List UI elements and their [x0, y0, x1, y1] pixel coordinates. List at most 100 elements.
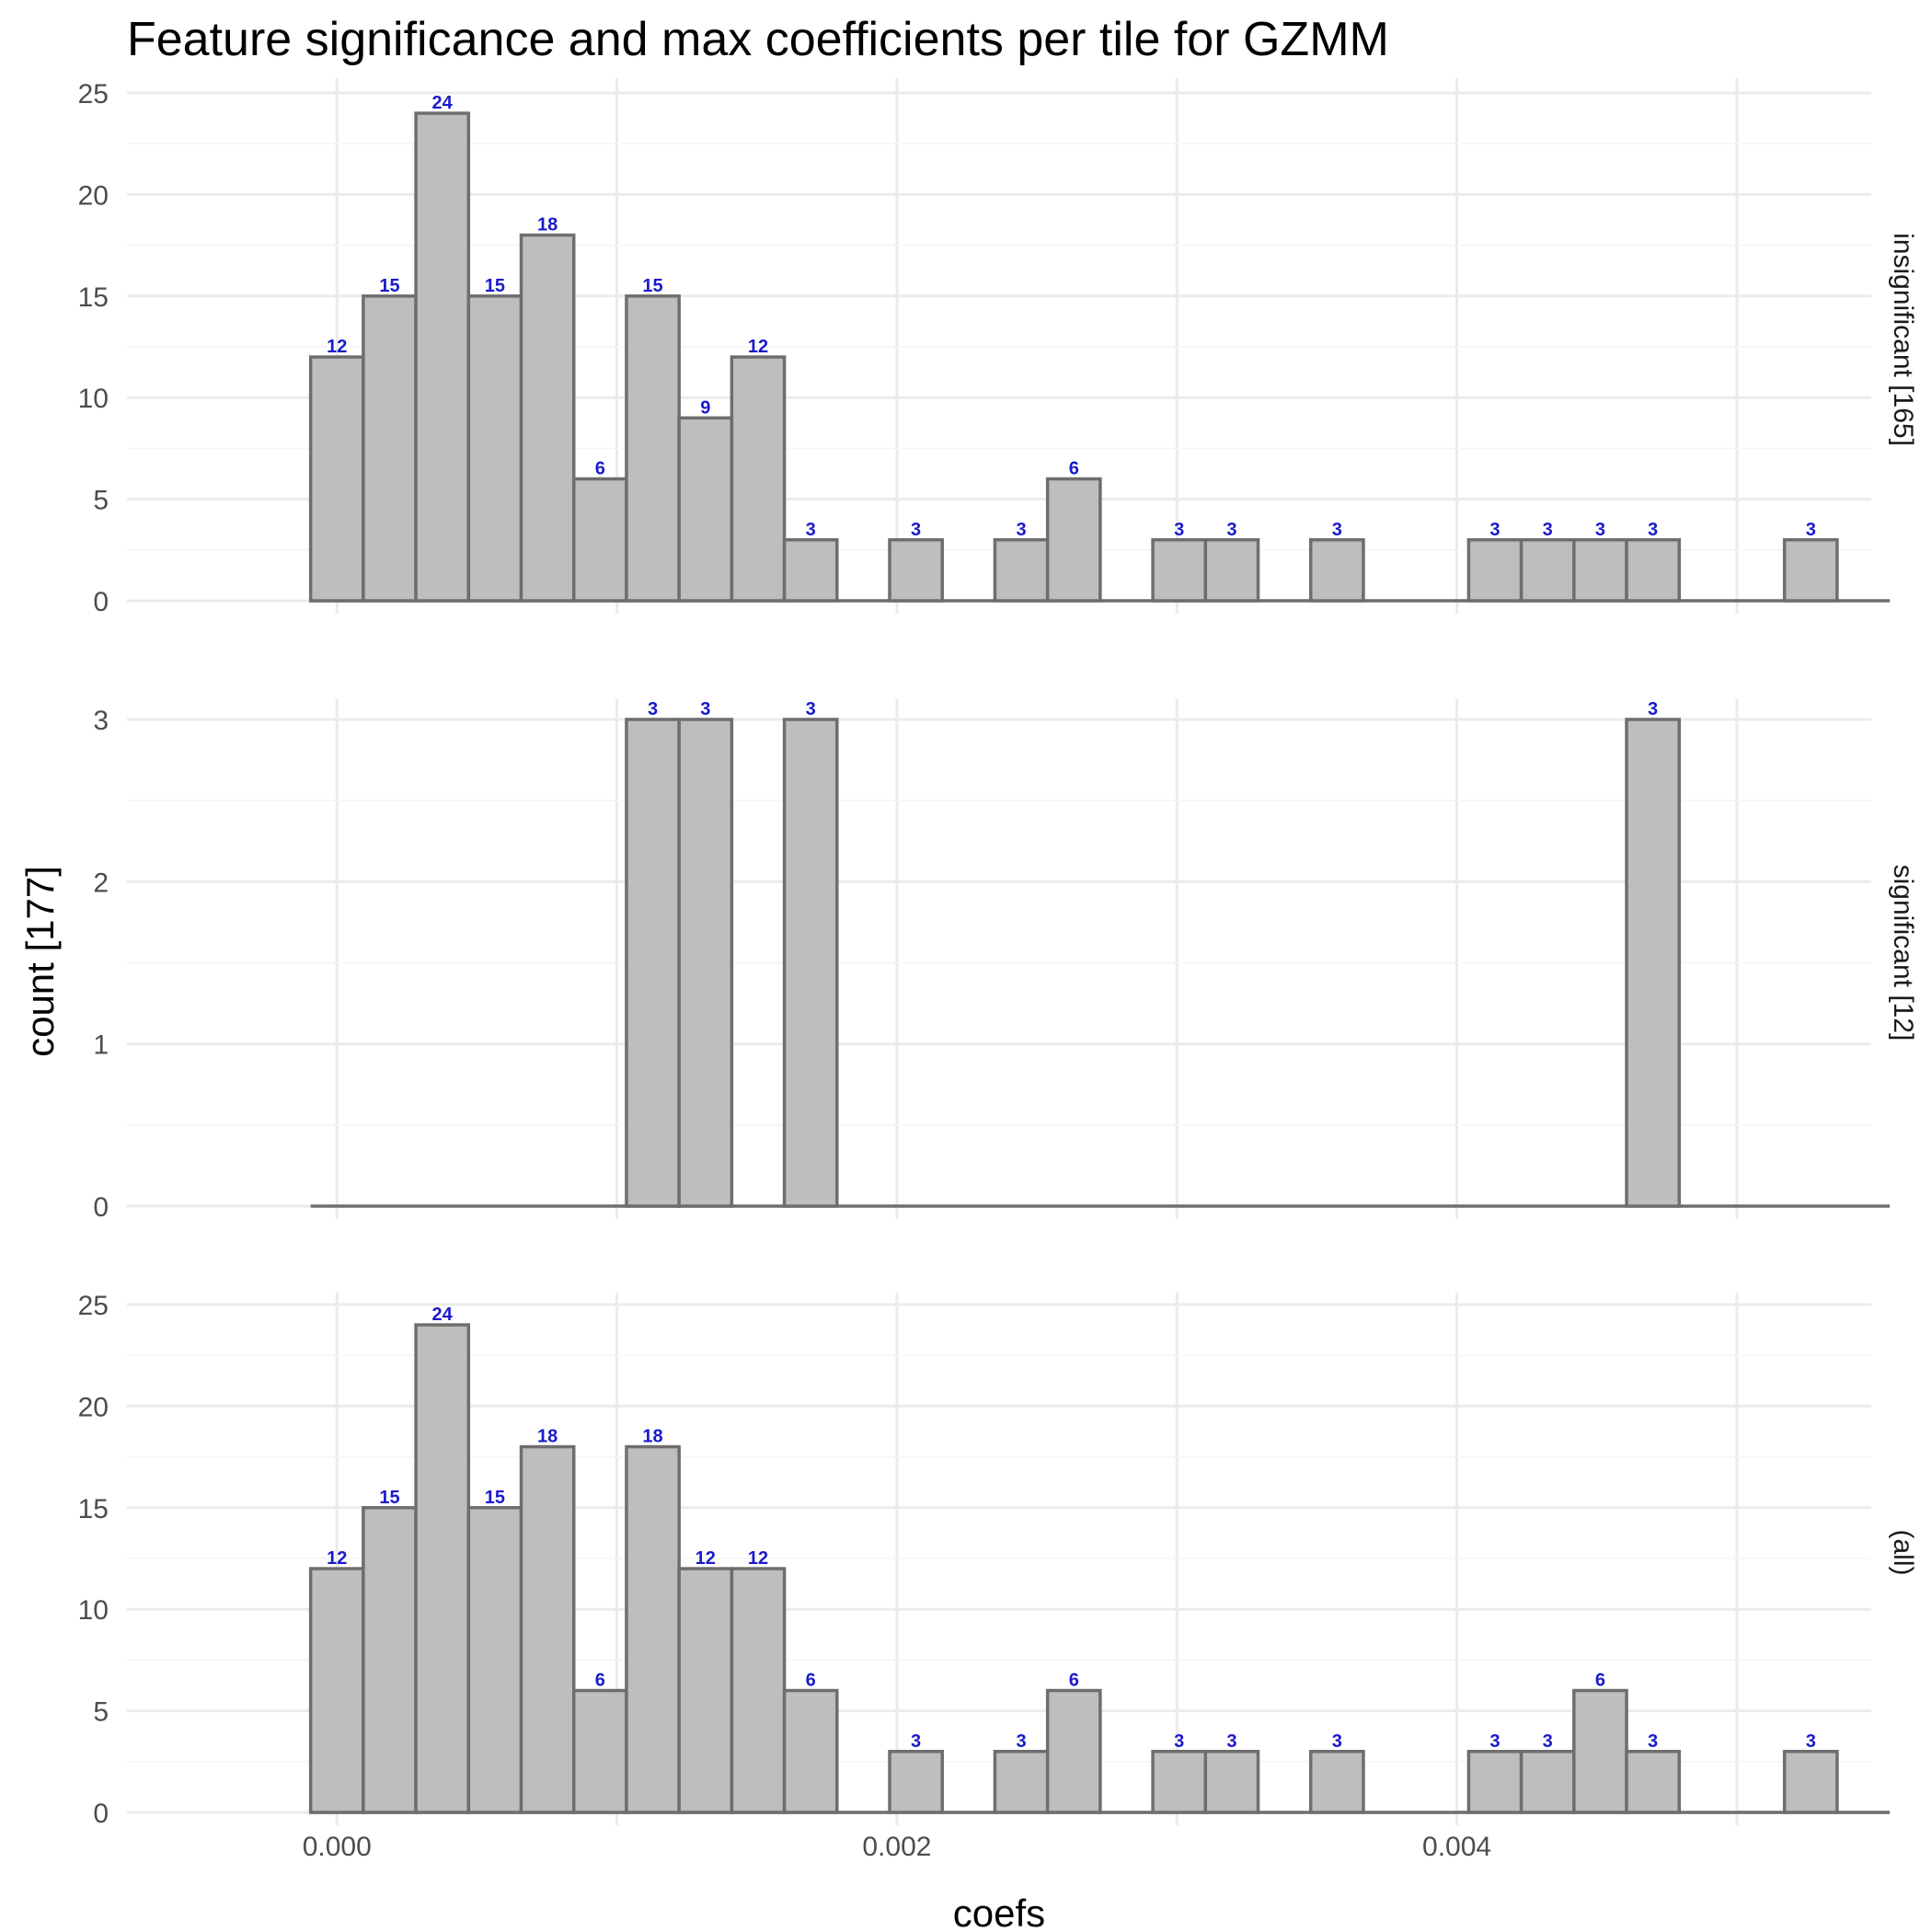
bar-count-label: 3: [1332, 520, 1342, 540]
histogram-bar: [1519, 1750, 1576, 1814]
bar-count-label: 3: [806, 520, 816, 540]
histogram-bar: [1203, 538, 1260, 603]
histogram-bar: [677, 718, 734, 1208]
histogram-bar: [730, 355, 787, 603]
y-tick-label: 10: [78, 1595, 109, 1626]
histogram-bar: [1151, 1750, 1208, 1814]
histogram-bar: [888, 538, 944, 603]
histogram-bar: [730, 1567, 787, 1814]
bar-count-label: 3: [1174, 1731, 1184, 1752]
histogram-bar: [625, 294, 681, 603]
histogram-bar: [519, 233, 576, 603]
bar-count-label: 12: [748, 1548, 768, 1569]
facet-strip-label: significant [12]: [1888, 865, 1918, 1041]
histogram-bar: [362, 294, 418, 603]
bar-count-label: 3: [806, 699, 816, 719]
histogram-bar: [571, 477, 628, 603]
bar-count-label: 6: [595, 1671, 605, 1691]
facet-strip-label: insignificant [165]: [1888, 233, 1918, 446]
y-tick-label: 5: [93, 486, 109, 516]
bar-count-label: 12: [327, 337, 347, 357]
histogram-bar: [993, 538, 1050, 603]
bar-count-label: 6: [1069, 1671, 1079, 1691]
y-tick-label: 2: [93, 868, 109, 898]
y-tick-label: 3: [93, 706, 109, 736]
bar-count-label: 3: [1332, 1731, 1342, 1752]
bar-count-label: 3: [1174, 520, 1184, 540]
histogram-bar: [625, 718, 681, 1208]
bar-count-label: 18: [537, 1427, 558, 1447]
y-tick-label: 25: [78, 79, 109, 109]
histogram-bar: [1466, 1750, 1524, 1814]
histogram-bar: [571, 1688, 628, 1814]
bar-count-label: 3: [1806, 1731, 1816, 1752]
y-tick-label: 20: [78, 1392, 109, 1422]
y-tick-label: 20: [78, 180, 109, 211]
bar-count-label: 3: [1016, 520, 1026, 540]
bar-count-label: 3: [700, 699, 710, 719]
histogram-bar: [1308, 538, 1365, 603]
bar-count-label: 3: [1648, 699, 1658, 719]
y-tick-label: 25: [78, 1291, 109, 1321]
bar-count-label: 3: [1595, 520, 1605, 540]
bar-count-label: 9: [700, 397, 710, 418]
bar-count-label: 3: [911, 520, 921, 540]
bar-count-label: 6: [1595, 1671, 1605, 1691]
histogram-bar: [1203, 1750, 1260, 1814]
histogram-bar: [414, 1323, 471, 1814]
bar-count-label: 3: [1806, 520, 1816, 540]
bar-count-label: 3: [1226, 520, 1236, 540]
y-tick-label: 15: [78, 282, 109, 313]
histogram-bar: [677, 416, 734, 603]
histogram-bar: [1045, 477, 1102, 603]
y-tick-label: 5: [93, 1697, 109, 1728]
histogram-bar: [625, 1444, 681, 1814]
bar-count-label: 3: [648, 699, 658, 719]
histogram-bar: [1045, 1688, 1102, 1814]
histogram-bar: [308, 355, 365, 603]
histogram-bar: [782, 538, 839, 603]
bar-count-label: 15: [379, 276, 399, 296]
x-axis: 0.000 0.002 0.004: [303, 1832, 1491, 1862]
bar-count-label: 15: [642, 276, 662, 296]
histogram-bar: [519, 1444, 576, 1814]
bar-count-label: 6: [806, 1671, 816, 1691]
chart-title: Feature significance and max coefficient…: [127, 13, 1389, 66]
y-tick-label: 10: [78, 384, 109, 414]
histogram-bar: [1466, 538, 1524, 603]
facet-strip-label: (all): [1888, 1530, 1918, 1576]
bar-count-label: 3: [911, 1731, 921, 1752]
bar-count-label: 18: [537, 215, 558, 236]
bar-count-label: 3: [1648, 1731, 1658, 1752]
x-tick-label: 0.004: [1422, 1832, 1491, 1862]
histogram-bar: [466, 1506, 523, 1814]
bar-count-label: 15: [379, 1488, 399, 1508]
histogram-bar: [677, 1567, 734, 1814]
histogram-bar: [466, 294, 523, 603]
y-tick-label: 0: [93, 1192, 109, 1223]
histogram-bar: [1308, 1750, 1365, 1814]
facet-panel: 0 1 2 3 3 3 3 3 significant [12]: [93, 699, 1918, 1223]
bar-count-label: 24: [432, 93, 454, 113]
bar-count-label: 3: [1226, 1731, 1236, 1752]
histogram-bar: [414, 111, 471, 603]
histogram-bar: [888, 1750, 944, 1814]
facet-panel: 0 5 10 15 20 25 12 15 24 15 18 6 15 9 12 3 3 3 6 3 3 3 3 3 3 3 3 in…: [78, 78, 1918, 617]
histogram-bar: [1625, 1750, 1681, 1814]
histogram-bar: [1151, 538, 1208, 603]
histogram-bar: [993, 1750, 1050, 1814]
y-tick-label: 0: [93, 1799, 109, 1829]
x-tick-label: 0.000: [303, 1832, 372, 1862]
bar-count-label: 12: [696, 1548, 716, 1569]
bar-count-label: 6: [1069, 459, 1079, 479]
bar-count-label: 15: [485, 1488, 505, 1508]
bar-count-label: 18: [642, 1427, 662, 1447]
bar-count-label: 3: [1489, 520, 1500, 540]
y-tick-label: 0: [93, 587, 109, 617]
bar-count-label: 15: [485, 276, 505, 296]
histogram-bar: [782, 718, 839, 1208]
histogram-bar: [1782, 1750, 1839, 1814]
bar-count-label: 3: [1648, 520, 1658, 540]
